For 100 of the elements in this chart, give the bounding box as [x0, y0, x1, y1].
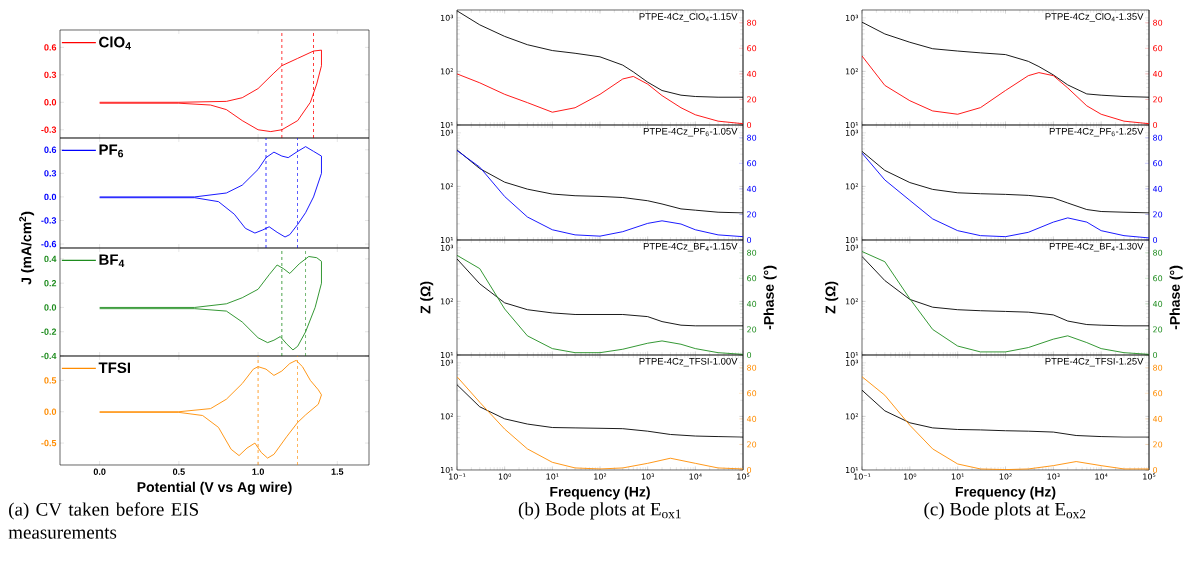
y-tick-label: 10³: [845, 359, 859, 366]
y2-tick-label: 20: [747, 326, 757, 333]
annotation: PTPE-4Cz_ClO$_{4}$-1.35V: [1045, 12, 1144, 22]
annotation: PTPE-4Cz_TFSI-1.25V: [1045, 357, 1144, 367]
y2-tick-label: 60: [747, 160, 757, 167]
y2-tick-label: 0: [747, 121, 752, 129]
y-axis-title: Z (Ω): [420, 281, 434, 314]
annotation: PTPE-4Cz_BF$_{4}$-1.30V: [1049, 242, 1144, 252]
x-tick-label: 1.0: [252, 468, 264, 475]
y2-tick-label: 20: [1153, 96, 1163, 103]
y2-tick-label: 80: [1153, 364, 1163, 371]
y2-tick-label: 60: [747, 275, 757, 282]
y-tick-label: 10³: [440, 244, 454, 251]
legend-label: ClO$_{4}$: [99, 36, 131, 50]
y2-tick-label: 60: [1153, 275, 1163, 282]
y2-axis-title: -Phase (°): [1169, 265, 1183, 330]
y-tick-label: 10²: [440, 183, 453, 190]
y-tick-label: 10²: [845, 68, 858, 75]
y-tick-label: 10³: [845, 129, 859, 136]
y-tick-label: 0.6: [44, 44, 57, 51]
y-tick-label: 10³: [845, 14, 859, 21]
y-tick-label: 10³: [440, 359, 454, 366]
y2-tick-label: 40: [746, 415, 757, 422]
y-axis-title: J (mA/cm$^{2}$): [19, 211, 35, 285]
y-tick-label: 10²: [845, 183, 858, 190]
x-tick-label: 10³: [1047, 473, 1060, 480]
annotation: PTPE-4Cz_TFSI-1.00V: [639, 357, 738, 367]
y-tick-label: 10¹: [440, 236, 454, 244]
x-tick-label: 10¹: [951, 473, 964, 480]
y-tick-label: -0.2: [41, 328, 57, 335]
y2-tick-label: 60: [1153, 160, 1163, 167]
x-tick-label: 10²: [999, 473, 1012, 480]
annotation: PTPE-4Cz_PF$_{6}$-1.05V: [643, 127, 738, 137]
x-axis-title: Frequency (Hz): [955, 486, 1056, 500]
x-tick-label: 10¹: [546, 473, 559, 480]
x-tick-label: 0.5: [172, 468, 185, 475]
x-tick-label: 10⁴: [689, 473, 702, 480]
y-tick-label: 10³: [440, 14, 454, 21]
y2-tick-label: 20: [1153, 441, 1163, 448]
y2-tick-label: 40: [1152, 300, 1163, 307]
y-tick-label: 0.0: [44, 408, 57, 415]
annotation: PTPE-4Cz_BF$_{4}$-1.15V: [643, 242, 738, 252]
legend-label: BF$_{4}$: [99, 254, 125, 268]
y-tick-label: 10²: [440, 413, 453, 420]
y2-tick-label: 80: [1153, 134, 1163, 141]
y-tick-label: 0.5: [44, 377, 57, 384]
y-tick-label: 10¹: [845, 121, 859, 129]
annotation: PTPE-4Cz_PF$_{6}$-1.25V: [1049, 127, 1144, 137]
y2-tick-label: 20: [1153, 326, 1163, 333]
x-tick-label: 10⁻¹: [854, 473, 871, 480]
x-tick-label: 10⁵: [1143, 473, 1156, 480]
y2-tick-label: 80: [1153, 249, 1163, 256]
x-tick-label: 10²: [594, 473, 607, 480]
y-tick-label: -0.6: [41, 240, 57, 248]
y-tick-label: 10¹: [440, 351, 454, 359]
y2-tick-label: 60: [747, 390, 757, 397]
y2-tick-label: 80: [747, 134, 757, 141]
y-tick-label: 10²: [845, 413, 858, 420]
y2-tick-label: 60: [747, 45, 757, 52]
y-tick-label: 10¹: [440, 121, 454, 129]
y2-tick-label: 80: [1153, 19, 1163, 26]
annotation: PTPE-4Cz_ClO$_{4}$-1.15V: [639, 12, 738, 22]
y2-tick-label: 20: [747, 96, 757, 103]
x-tick-label: 10⁴: [1095, 473, 1108, 480]
y2-tick-label: 40: [1152, 70, 1163, 77]
y2-tick-label: 0: [747, 351, 752, 359]
x-axis-title: Potential (V vs Ag wire): [137, 481, 292, 495]
y-axis-title: Z (Ω): [825, 281, 839, 314]
y-tick-label: -0.3: [41, 217, 57, 224]
y-tick-label: 0.3: [44, 170, 57, 177]
y2-tick-label: 80: [747, 249, 757, 256]
y2-tick-label: 0: [1153, 236, 1158, 244]
y-tick-label: 10²: [845, 298, 858, 305]
x-axis-title: Frequency (Hz): [550, 486, 650, 500]
x-tick-label: 10⁻¹: [449, 473, 466, 480]
text: (a) CV taken before EIS measurements: [8, 502, 199, 539]
y-tick-label: 0.0: [44, 193, 57, 201]
y2-tick-label: 60: [1153, 390, 1163, 397]
y-tick-label: 10³: [845, 244, 859, 251]
x-tick-label: 1.5: [331, 468, 344, 475]
y2-tick-label: 0: [747, 236, 752, 244]
y2-tick-label: 40: [746, 300, 757, 307]
y2-tick-label: 20: [747, 441, 757, 448]
x-tick-label: 10⁵: [737, 473, 750, 480]
x-tick-label: 0.0: [93, 468, 106, 475]
y2-tick-label: 80: [747, 364, 757, 371]
y2-tick-label: 40: [746, 185, 757, 192]
y2-tick-label: 40: [746, 70, 757, 77]
y2-tick-label: 40: [1152, 415, 1163, 422]
legend-label: PF$_{6}$: [99, 144, 124, 158]
y2-tick-label: 0: [747, 466, 752, 474]
y2-tick-label: 0: [1153, 466, 1158, 474]
y-tick-label: 0.0: [44, 304, 57, 311]
y2-tick-label: 40: [1152, 185, 1163, 192]
x-tick-label: 10³: [641, 473, 654, 480]
y-tick-label: 0.4: [44, 255, 57, 263]
y-tick-label: 10¹: [845, 236, 859, 244]
y-tick-label: 0.0: [44, 99, 57, 106]
y-tick-label: -0.4: [41, 352, 57, 360]
y-tick-label: 10¹: [845, 351, 859, 359]
